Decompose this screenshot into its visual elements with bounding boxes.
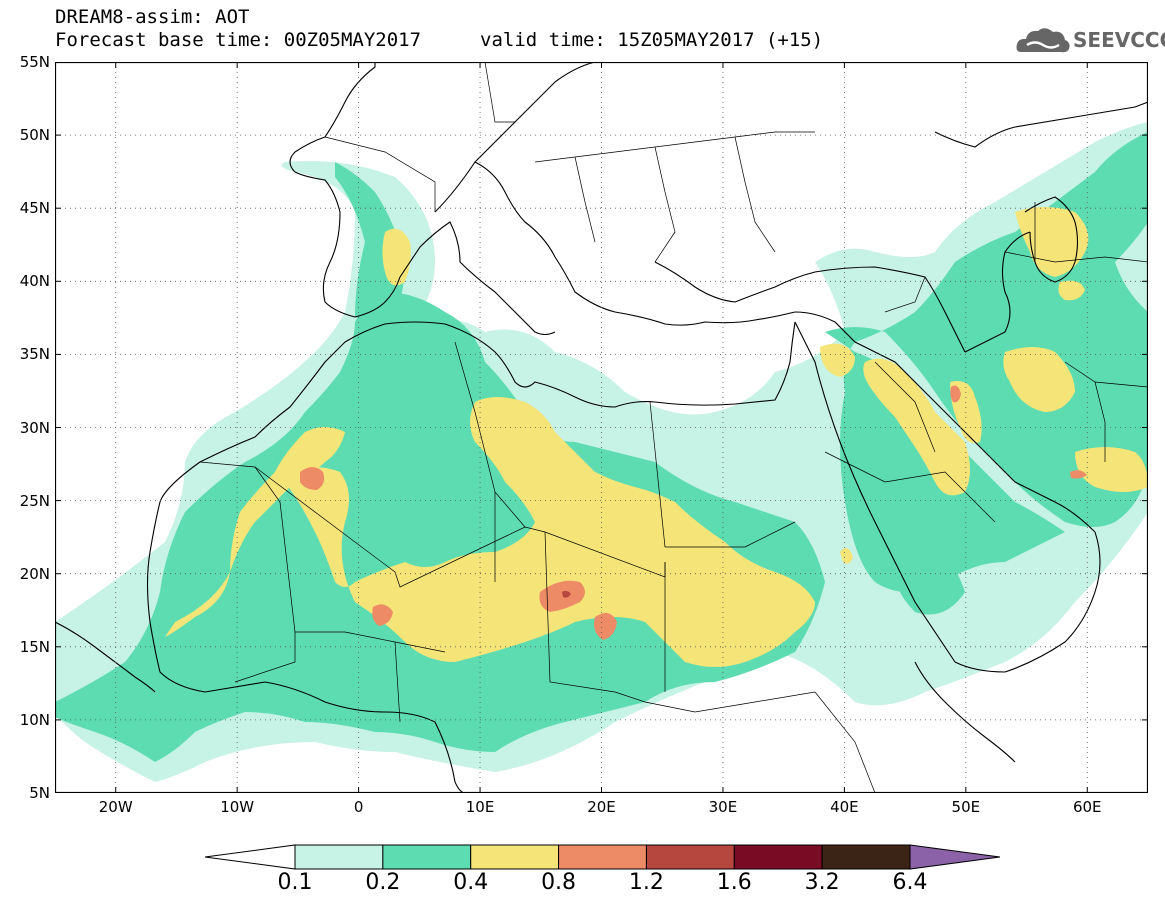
seevccc-logo: SEEVCCC	[1015, 22, 1165, 58]
longitude-label: 50E	[951, 798, 981, 816]
legend-level-label: 0.4	[453, 870, 489, 895]
latitude-label: 5N	[29, 784, 50, 802]
aot-map	[55, 62, 1148, 793]
legend-swatch	[382, 844, 472, 870]
legend-over-arrow	[909, 844, 1000, 870]
logo-text: SEEVCCC	[1073, 28, 1165, 52]
legend-swatch	[821, 844, 911, 870]
legend-under-arrow	[205, 844, 296, 870]
graticule	[55, 62, 1148, 793]
legend-swatch	[558, 844, 647, 870]
latitude-label: 30N	[19, 418, 50, 437]
latitude-label: 35N	[19, 345, 50, 364]
longitude-label: 0	[353, 798, 364, 816]
aot-level-1.2	[562, 590, 571, 598]
latitude-label: 50N	[19, 126, 50, 145]
latitude-label: 20N	[19, 564, 50, 583]
axis-ticks	[55, 62, 1148, 793]
legend-level-label: 1.2	[628, 870, 664, 895]
latitude-label: 55N	[19, 53, 50, 71]
latitude-label: 40N	[19, 272, 50, 291]
longitude-label: 60E	[1072, 798, 1102, 816]
longitude-label: 20W	[98, 798, 133, 816]
legend-level-label: 0.1	[277, 870, 313, 895]
legend-swatch	[470, 844, 560, 870]
aot-level-0.8	[300, 385, 1087, 640]
legend-level-label: 0.2	[365, 870, 401, 895]
aot-level-0.4	[165, 207, 1148, 667]
legend-level-label: 0.8	[541, 870, 577, 895]
valid-time: valid time: 15Z05MAY2017 (+15)	[480, 29, 824, 51]
legend-swatch	[294, 844, 384, 870]
longitude-label: 10W	[220, 798, 255, 816]
latitude-label: 45N	[19, 199, 50, 218]
latitude-label: 10N	[19, 710, 50, 729]
longitude-label: 20E	[587, 798, 616, 816]
longitude-label: 10E	[465, 798, 495, 816]
country-borders	[199, 62, 1148, 793]
cloud-icon	[1016, 28, 1070, 53]
longitude-label: 30E	[708, 798, 738, 816]
longitude-label: 40E	[830, 798, 859, 816]
latitude-label: 15N	[19, 637, 50, 656]
coastlines	[55, 62, 1148, 793]
legend-level-label: 6.4	[892, 870, 928, 895]
legend-swatch	[733, 844, 823, 870]
legend-swatch	[645, 844, 735, 870]
legend-level-label: 1.6	[716, 870, 752, 895]
legend-level-label: 3.2	[804, 870, 840, 895]
latitude-label: 25N	[19, 491, 50, 510]
map-title: DREAM8-assim: AOT	[55, 6, 250, 28]
color-legend	[205, 844, 1000, 870]
forecast-base-time: Forecast base time: 00Z05MAY2017	[55, 29, 422, 51]
